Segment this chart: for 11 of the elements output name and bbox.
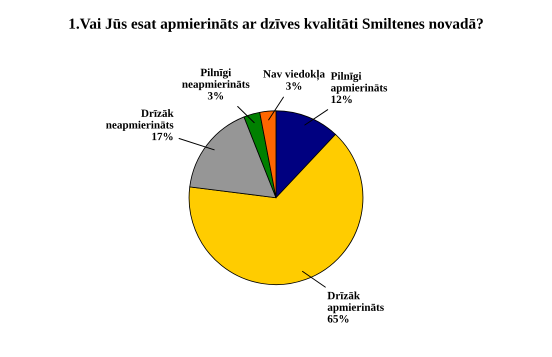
slice-label: Drīzāk neapmierināts [106, 109, 174, 131]
data-label: 3% [208, 92, 224, 100]
slice-label: Drīzāk apmierināts [328, 291, 384, 314]
slice-label: Pilnīgi apmierināts [330, 72, 388, 94]
data-label: 3% [286, 82, 302, 90]
slice-label: Nav viedokļa [263, 70, 325, 80]
chart-title: 1.Vai Jūs esat apmierināts ar dzīves kvalitāti Smiltenes novadā? [69, 18, 483, 32]
data-label: 17% [152, 132, 173, 140]
slice-label: Pilnīgi neapmierināts [182, 68, 250, 90]
data-label: 12% [332, 96, 352, 104]
data-label: 65% [328, 315, 348, 323]
